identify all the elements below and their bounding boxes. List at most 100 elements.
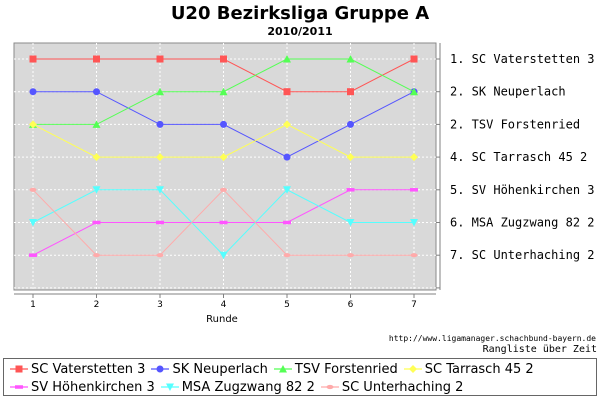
legend-row: SC Vaterstetten 3 SK Neuperlach TSV Forste… xyxy=(10,361,540,377)
data-point xyxy=(92,186,101,194)
legend-item: SC Tarrasch 45 2 xyxy=(403,361,534,377)
data-point xyxy=(346,55,355,63)
rank-label: 2. TSV Forstenried xyxy=(450,117,580,131)
x-axis: 1 2 3 4 5 6 7 xyxy=(14,293,436,310)
data-point xyxy=(283,186,291,194)
data-point xyxy=(410,153,418,162)
legend-item: TSV Forstenried xyxy=(273,361,398,377)
legend-swatch xyxy=(160,383,179,391)
legend-marker xyxy=(156,365,164,373)
legend-swatch xyxy=(151,365,170,373)
legend-marker xyxy=(326,384,334,390)
data-point xyxy=(219,251,228,260)
data-point xyxy=(29,88,37,96)
data-point xyxy=(347,253,354,258)
series-group xyxy=(29,55,418,260)
source-url: http://www.ligamanager.schachbund-bayern… xyxy=(389,334,596,343)
data-point xyxy=(29,219,37,227)
legend-marker xyxy=(165,383,174,391)
data-point xyxy=(156,120,164,128)
data-point xyxy=(156,87,164,96)
grid-lines xyxy=(14,43,436,290)
x-tick-label: 3 xyxy=(157,300,163,310)
series-6 xyxy=(29,186,418,260)
legend-label: TSV Forstenried xyxy=(294,361,398,377)
data-point xyxy=(410,253,418,258)
data-point xyxy=(92,153,101,162)
legend-swatch xyxy=(10,365,28,373)
data-point xyxy=(283,55,291,63)
legend-marker xyxy=(15,385,23,389)
legend-item: SV Höhenkirchen 3 xyxy=(10,380,155,395)
data-point xyxy=(220,187,227,192)
series-3 xyxy=(29,55,418,128)
series-1 xyxy=(29,55,418,96)
legend-label: SC Vaterstetten 3 xyxy=(31,361,146,377)
legend: SC Vaterstetten 3 SK Neuperlach TSV Forste… xyxy=(3,358,597,396)
rank-label: 2. SK Neuperlach xyxy=(450,85,566,99)
data-point xyxy=(347,120,354,128)
y-axis-right: 1. SC Vaterstetten 3 2. SK Neuperlach 2. T… xyxy=(436,43,595,290)
data-point xyxy=(283,220,291,225)
x-tick-label: 4 xyxy=(221,300,227,310)
data-point xyxy=(410,55,418,63)
legend-label: SV Höhenkirchen 3 xyxy=(31,379,155,395)
legend-marker xyxy=(408,365,417,373)
data-point xyxy=(93,55,100,63)
legend-item: SC Vaterstetten 3 xyxy=(10,362,145,377)
data-point xyxy=(29,120,37,129)
data-point xyxy=(29,253,37,257)
legend-item: SC Unterhaching 2 xyxy=(320,379,464,395)
data-point xyxy=(347,88,354,96)
chart-title: U20 Bezirksliga Gruppe A xyxy=(171,3,429,24)
x-tick-label: 6 xyxy=(348,300,354,310)
legend-label: SK Neuperlach xyxy=(172,361,268,377)
legend-label: SC Tarrasch 45 2 xyxy=(424,361,534,377)
series-7 xyxy=(29,187,418,258)
legend-label: MSA Zugzwang 82 2 xyxy=(181,379,315,395)
data-point xyxy=(93,88,100,96)
data-point xyxy=(29,187,37,192)
data-point xyxy=(156,220,164,225)
legend-swatch xyxy=(10,385,28,389)
data-point xyxy=(220,55,227,63)
data-point xyxy=(346,188,355,192)
data-point xyxy=(219,220,228,225)
rank-label: 6. MSA Zugzwang 82 2 xyxy=(450,216,595,230)
x-axis-label: Runde xyxy=(206,314,238,325)
data-point xyxy=(346,219,355,227)
legend-swatch xyxy=(320,384,339,390)
rank-label: 5. SV Höhenkirchen 3 xyxy=(450,183,595,197)
x-tick-label: 5 xyxy=(284,300,290,310)
legend-swatch xyxy=(403,365,422,373)
legend-label: SC Unterhaching 2 xyxy=(341,379,464,395)
chart-subtitle: 2010/2011 xyxy=(267,25,332,38)
x-tick-label: 7 xyxy=(411,300,417,310)
x-tick-label: 1 xyxy=(30,300,36,310)
data-point xyxy=(346,153,355,162)
rank-label: 4. SC Tarrasch 45 2 xyxy=(450,150,587,164)
data-point xyxy=(220,120,227,128)
data-point xyxy=(410,87,418,96)
x-tick-label: 2 xyxy=(94,300,100,310)
data-point xyxy=(283,153,291,161)
series-5 xyxy=(29,188,418,257)
series-4 xyxy=(29,120,418,162)
legend-item: SK Neuperlach xyxy=(151,361,268,377)
data-point xyxy=(156,186,164,194)
data-point xyxy=(29,55,37,63)
legend-swatch xyxy=(273,365,292,373)
legend-row: SV Höhenkirchen 3 MSA Zugzwang 82 2 SC Unt… xyxy=(10,379,469,395)
data-point xyxy=(156,253,164,258)
footer-caption: Rangliste über Zeit xyxy=(483,344,597,355)
rank-label: 7. SC Unterhaching 2 xyxy=(450,248,595,262)
legend-marker xyxy=(15,365,23,373)
data-point xyxy=(283,253,291,258)
line-chart: U20 Bezirksliga Gruppe A 2010/2011 1 2 3 4 5… xyxy=(13,3,597,355)
data-point xyxy=(156,153,164,162)
rank-label: 1. SC Vaterstetten 3 xyxy=(450,52,595,66)
data-point xyxy=(92,120,101,128)
data-point xyxy=(92,220,101,225)
legend-item: MSA Zugzwang 82 2 xyxy=(160,379,315,395)
series-2 xyxy=(29,88,418,161)
